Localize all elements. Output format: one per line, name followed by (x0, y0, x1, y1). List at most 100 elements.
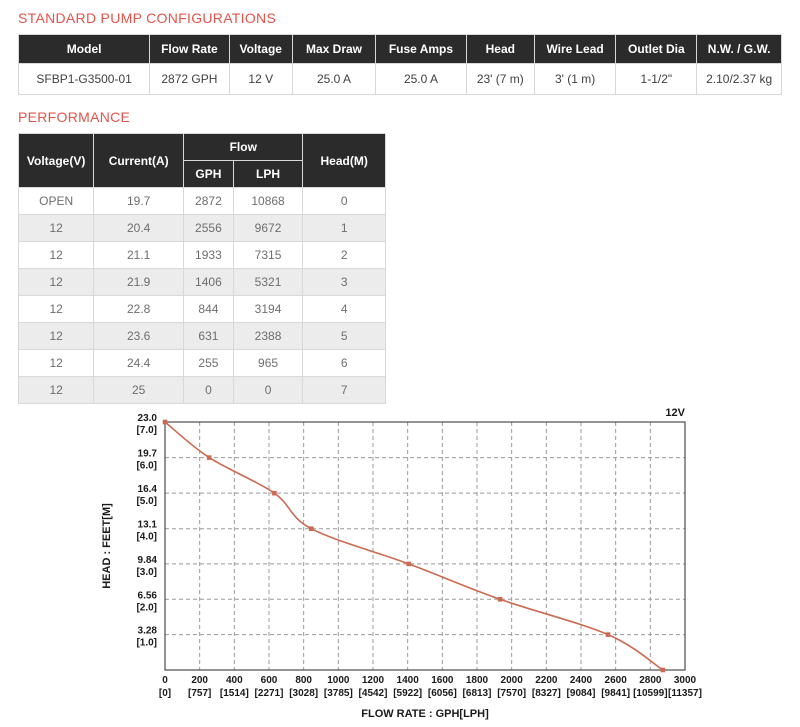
x-tick-label: 0 [0] (159, 675, 171, 699)
config-col-fuse-amps: Fuse Amps (375, 34, 467, 64)
data-point-marker (660, 667, 666, 673)
config-cell: 12 V (228, 63, 293, 95)
performance-cell: 9672 (232, 214, 304, 242)
performance-table: Voltage(V) Current(A) Flow Head(M) GPH L… (17, 133, 386, 404)
x-tick-label: 2000 [7570] (497, 675, 526, 699)
pump-curve-svg: 0 [0]200 [757]400 [1514]600 [2271]800 [3028]1… (101, 407, 702, 720)
performance-cell: 7315 (232, 241, 304, 269)
config-header-row: Model Flow Rate Voltage Max Draw Fuse Amps He… (17, 34, 782, 64)
x-tick-label: 3000 [11357] (668, 675, 702, 699)
performance-cell: 23.6 (93, 322, 185, 350)
performance-cell: 4 (302, 295, 386, 323)
config-cell: 2.10/2.37 kg (696, 63, 782, 95)
performance-cell: 631 (183, 322, 234, 350)
x-tick-label: 1800 [6813] (463, 675, 492, 699)
performance-cell: 25 (93, 376, 185, 404)
performance-cell: 2 (302, 241, 386, 269)
x-tick-label: 800 [3028] (289, 675, 318, 699)
x-tick-label: 200 [757] (188, 675, 211, 699)
config-cell: 2872 GPH (149, 63, 230, 95)
performance-cell: 2388 (232, 322, 304, 350)
performance-cell: 255 (183, 349, 234, 377)
y-axis-title: HEAD : FEET[M] (101, 503, 113, 589)
performance-cell: 2556 (183, 214, 234, 242)
performance-row: 12 22.8 844 3194 4 (17, 295, 386, 323)
data-point-marker (309, 526, 314, 531)
y-tick-label: 13.1 [4.0] (136, 520, 157, 543)
config-col-wire-lead: Wire Lead (533, 34, 617, 64)
perf-col-lph: LPH (232, 160, 304, 188)
x-tick-label: 2200 [8327] (532, 675, 561, 699)
y-tick-label: 6.56 [2.0] (136, 590, 157, 613)
performance-cell: OPEN (17, 187, 95, 215)
y-tick-label: 16.4 [5.0] (136, 484, 157, 507)
performance-cell: 7 (302, 376, 386, 404)
y-tick-label: 9.84 [3.0] (136, 555, 157, 578)
performance-cell: 0 (302, 187, 386, 215)
data-point-marker (272, 490, 277, 496)
data-point-marker (206, 455, 212, 460)
plot-frame (164, 421, 686, 671)
performance-cell: 12 (17, 268, 95, 296)
config-cell: 1-1/2" (615, 63, 698, 95)
performance-cell: 12 (17, 295, 95, 323)
config-col-outlet-dia: Outlet Dia (615, 34, 698, 64)
performance-cell: 1933 (183, 241, 234, 269)
config-cell: 25.0 A (291, 63, 377, 95)
performance-row: 12 25 0 0 7 (17, 376, 386, 404)
performance-row: 12 21.1 1933 7315 2 (17, 241, 386, 269)
x-tick-label: 2400 [9084] (567, 675, 596, 699)
perf-col-current: Current(A) (93, 133, 185, 188)
config-cell: 25.0 A (375, 63, 467, 95)
data-point-marker (497, 597, 503, 602)
y-tick-label: 3.28 [1.0] (136, 626, 157, 649)
performance-cell: 21.9 (93, 268, 185, 296)
x-tick-label: 1200 [4542] (359, 675, 388, 699)
performance-table-head: Voltage(V) Current(A) Flow Head(M) GPH L… (17, 133, 386, 188)
x-tick-label: 400 [1514] (220, 675, 249, 699)
performance-table-body: OPEN 19.7 2872 10868 0 12 20.4 2556 9672 1 12 21.1 1… (17, 187, 386, 404)
performance-cell: 0 (183, 376, 234, 404)
performance-cell: 3 (302, 268, 386, 296)
data-point-marker (605, 632, 611, 637)
performance-cell: 5321 (232, 268, 304, 296)
config-cell: SFBP1-G3500-01 (17, 63, 151, 95)
performance-cell: 22.8 (93, 295, 185, 323)
performance-cell: 5 (302, 322, 386, 350)
perf-col-gph: GPH (183, 160, 234, 188)
performance-cell: 24.4 (93, 349, 185, 377)
section-title-configurations: STANDARD PUMP CONFIGURATIONS (18, 10, 277, 26)
config-col-max-draw: Max Draw (291, 34, 377, 64)
performance-cell: 12 (17, 349, 95, 377)
data-point-marker (406, 561, 411, 567)
performance-row: 12 21.9 1406 5321 3 (17, 268, 386, 296)
config-col-voltage: Voltage (228, 34, 293, 64)
performance-row: 12 24.4 255 965 6 (17, 349, 386, 377)
perf-col-voltage: Voltage(V) (17, 133, 95, 188)
config-table-head: Model Flow Rate Voltage Max Draw Fuse Amps He… (17, 34, 782, 64)
config-col-flow-rate: Flow Rate (149, 34, 230, 64)
config-cell: 23' (7 m) (465, 63, 535, 95)
perf-col-flow: Flow (183, 133, 304, 161)
performance-curve-chart: 0 [0] 200 [757] 400 [1514] 600 [2271] 800 [3028] 1… (18, 406, 782, 727)
section-title-performance: PERFORMANCE (18, 109, 131, 125)
y-tick-label: 19.7 [6.0] (136, 449, 157, 472)
config-col-head: Head (465, 34, 535, 64)
x-tick-label: 2800 [10599] (633, 675, 667, 699)
performance-cell: 2872 (183, 187, 234, 215)
config-row: SFBP1-G3500-01 2872 GPH 12 V 25.0 A 25.0 A 23… (17, 63, 782, 95)
x-tick-label: 1000 [3785] (324, 675, 353, 699)
config-col-model: Model (17, 34, 151, 64)
performance-cell: 1 (302, 214, 386, 242)
config-table-body: SFBP1-G3500-01 2872 GPH 12 V 25.0 A 25.0 A 23… (17, 63, 782, 95)
performance-cell: 20.4 (93, 214, 185, 242)
y-tick-label: 23.0 [7.0] (136, 413, 157, 436)
performance-row: OPEN 19.7 2872 10868 0 (17, 187, 386, 215)
performance-row: 12 23.6 631 2388 5 (17, 322, 386, 350)
performance-cell: 0 (232, 376, 304, 404)
x-tick-label: 600 [2271] (255, 675, 284, 699)
performance-cell: 1406 (183, 268, 234, 296)
performance-cell: 3194 (232, 295, 304, 323)
performance-cell: 21.1 (93, 241, 185, 269)
